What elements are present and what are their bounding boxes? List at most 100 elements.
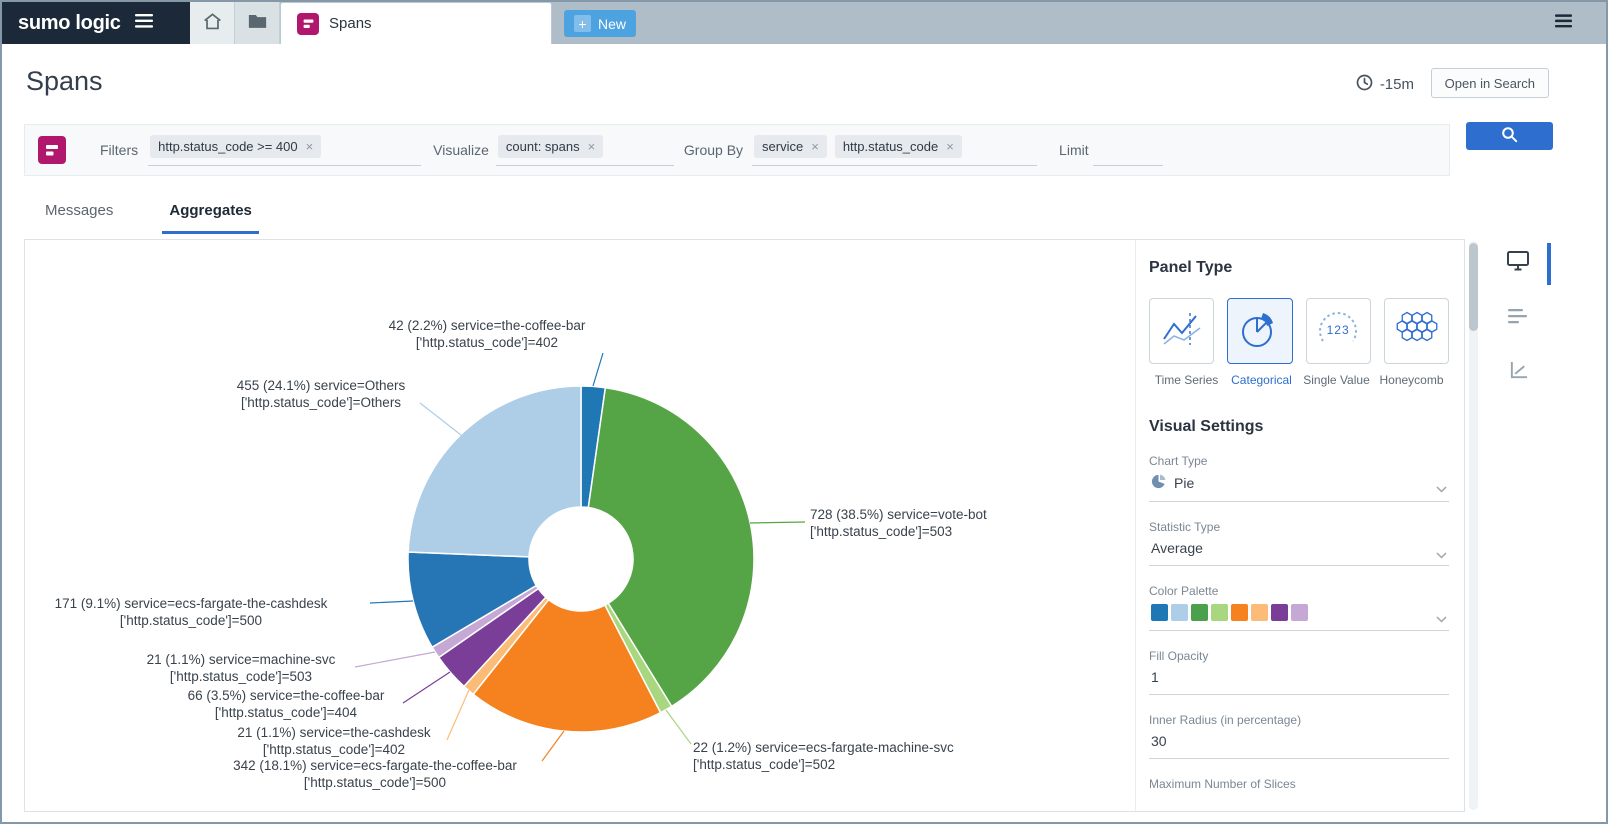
visualize-field[interactable]: count: spans × <box>495 135 674 166</box>
fill-opacity-input[interactable]: 1 <box>1149 669 1449 695</box>
color-palette-select[interactable] <box>1149 604 1449 631</box>
inner-radius-input[interactable]: 30 <box>1149 733 1449 759</box>
pie-slice[interactable] <box>407 385 582 558</box>
time-range-value: -15m <box>1379 76 1414 93</box>
settings-divider <box>1135 240 1136 811</box>
palette-swatch <box>1251 604 1268 621</box>
run-search-button[interactable] <box>1466 122 1553 150</box>
monitor-icon <box>1506 250 1530 277</box>
close-icon[interactable]: × <box>946 139 954 154</box>
palette-swatch <box>1291 604 1308 621</box>
panel-type-categorical[interactable] <box>1227 298 1293 364</box>
group-by-label: Group By <box>683 142 744 158</box>
inner-radius-value: 30 <box>1151 733 1167 749</box>
chart-type-select[interactable]: Pie <box>1149 474 1449 502</box>
pie-slice-label: 21 (1.1%) service=machine-svc ['http.stat… <box>146 652 336 684</box>
active-view-indicator <box>1547 243 1551 285</box>
filter-chip[interactable]: http.status_code >= 400 × <box>150 135 322 158</box>
panel-type-label-categorical[interactable]: Categorical <box>1231 373 1292 387</box>
fill-opacity-label: Fill Opacity <box>1149 649 1209 663</box>
pie-leader-line <box>592 352 604 387</box>
filter-chip-label: http.status_code >= 400 <box>158 139 298 154</box>
group-by-chip[interactable]: service × <box>754 135 827 158</box>
scrollbar-thumb[interactable] <box>1469 243 1478 331</box>
display-view-button[interactable] <box>1504 249 1532 277</box>
library-button[interactable] <box>235 2 280 44</box>
time-range-control[interactable]: -15m <box>1356 74 1414 95</box>
tab-aggregates[interactable]: Aggregates <box>162 202 259 234</box>
group-by-chip-label: http.status_code <box>842 139 939 154</box>
palette-swatch <box>1191 604 1208 621</box>
group-by-field[interactable]: service × http.status_code × <box>752 135 1038 166</box>
new-button[interactable]: + New <box>564 10 637 37</box>
max-slices-label: Maximum Number of Slices <box>1149 777 1296 791</box>
logo-text: sumo logic <box>18 11 121 34</box>
pie-slice-label: 22 (1.2%) service=ecs-fargate-machine-sv… <box>693 740 954 772</box>
tab-messages[interactable]: Messages <box>45 202 114 219</box>
panel-type-title: Panel Type <box>1149 259 1233 276</box>
palette-swatch <box>1211 604 1228 621</box>
panel-type-honeycomb[interactable] <box>1383 298 1449 364</box>
panel-type-time-series[interactable] <box>1149 298 1215 364</box>
clock-icon <box>1356 74 1373 95</box>
palette-swatch <box>1151 604 1168 621</box>
single-value-icon-text: 123 <box>1326 323 1350 337</box>
list-icon <box>1508 309 1528 329</box>
limit-label: Limit <box>1059 142 1089 158</box>
pie-slice[interactable] <box>407 551 538 649</box>
panel-type-label-single-value[interactable]: Single Value <box>1303 373 1370 387</box>
gauge-icon <box>1314 308 1362 355</box>
tab-spans-label: Spans <box>329 15 372 32</box>
visual-settings-panel: Panel Type <box>1149 240 1449 811</box>
home-button[interactable] <box>190 2 235 44</box>
close-icon[interactable]: × <box>305 139 314 154</box>
visualize-chip-label: count: spans <box>505 139 580 154</box>
legend-view-button[interactable] <box>1504 305 1532 333</box>
palette-swatch <box>1231 604 1248 621</box>
page-title: Spans <box>26 66 103 96</box>
axes-view-button[interactable] <box>1504 359 1532 387</box>
fill-opacity-value: 1 <box>1151 669 1159 685</box>
home-icon <box>203 12 222 35</box>
chevron-down-icon <box>1436 610 1447 626</box>
statistic-type-value: Average <box>1151 540 1203 556</box>
panel-type-cards: 123 <box>1149 298 1449 364</box>
sumo-logic-logo[interactable]: sumo logic <box>2 2 190 44</box>
statistic-type-select[interactable]: Average <box>1149 540 1449 566</box>
limit-field[interactable] <box>1092 136 1163 166</box>
panel-type-label-time-series[interactable]: Time Series <box>1154 373 1219 387</box>
time-series-icon <box>1159 309 1205 354</box>
panel-type-labels: Time Series Categorical Single Value Hon… <box>1149 373 1449 387</box>
pie-leader-line <box>446 689 470 741</box>
visualize-label: Visualize <box>433 142 489 158</box>
statistic-type-label: Statistic Type <box>1149 520 1221 534</box>
color-palette-label: Color Palette <box>1149 584 1219 598</box>
dashboard-panel-icon <box>38 136 66 164</box>
close-icon[interactable]: × <box>587 139 596 154</box>
visualize-chip[interactable]: count: spans × <box>497 135 604 158</box>
close-icon[interactable]: × <box>811 139 819 154</box>
query-bar: Filters http.status_code >= 400 × Visual… <box>24 124 1450 176</box>
filters-field[interactable]: http.status_code >= 400 × <box>148 135 422 166</box>
panel-type-label-honeycomb[interactable]: Honeycomb <box>1379 373 1444 387</box>
vertical-scrollbar[interactable] <box>1469 241 1478 810</box>
top-navbar: sumo logic Spans + New <box>2 2 1606 44</box>
pie-slice[interactable] <box>472 598 662 733</box>
pie-leader-line <box>665 709 692 745</box>
group-by-chip-label: service <box>762 139 804 154</box>
hamburger-menu-icon[interactable] <box>134 13 153 33</box>
new-button-label: New <box>598 15 627 32</box>
pie-mini-icon <box>1151 474 1166 492</box>
pie-slice-label: 342 (18.1%) service=ecs-fargate-the-coff… <box>233 758 517 790</box>
visual-settings-title: Visual Settings <box>1149 418 1264 435</box>
group-by-chip[interactable]: http.status_code × <box>834 135 962 158</box>
pie-chart-icon <box>1237 306 1283 357</box>
pie-leader-line <box>354 651 436 668</box>
panel-type-single-value[interactable]: 123 <box>1305 298 1371 364</box>
pie-slice-label: 455 (24.1%) service=Others ['http.status_… <box>236 378 406 410</box>
navbar-overflow-menu-icon[interactable] <box>1555 14 1572 33</box>
pie-slice[interactable] <box>587 386 755 708</box>
open-in-search-button[interactable]: Open in Search <box>1430 68 1549 98</box>
tab-spans[interactable]: Spans <box>280 2 552 44</box>
